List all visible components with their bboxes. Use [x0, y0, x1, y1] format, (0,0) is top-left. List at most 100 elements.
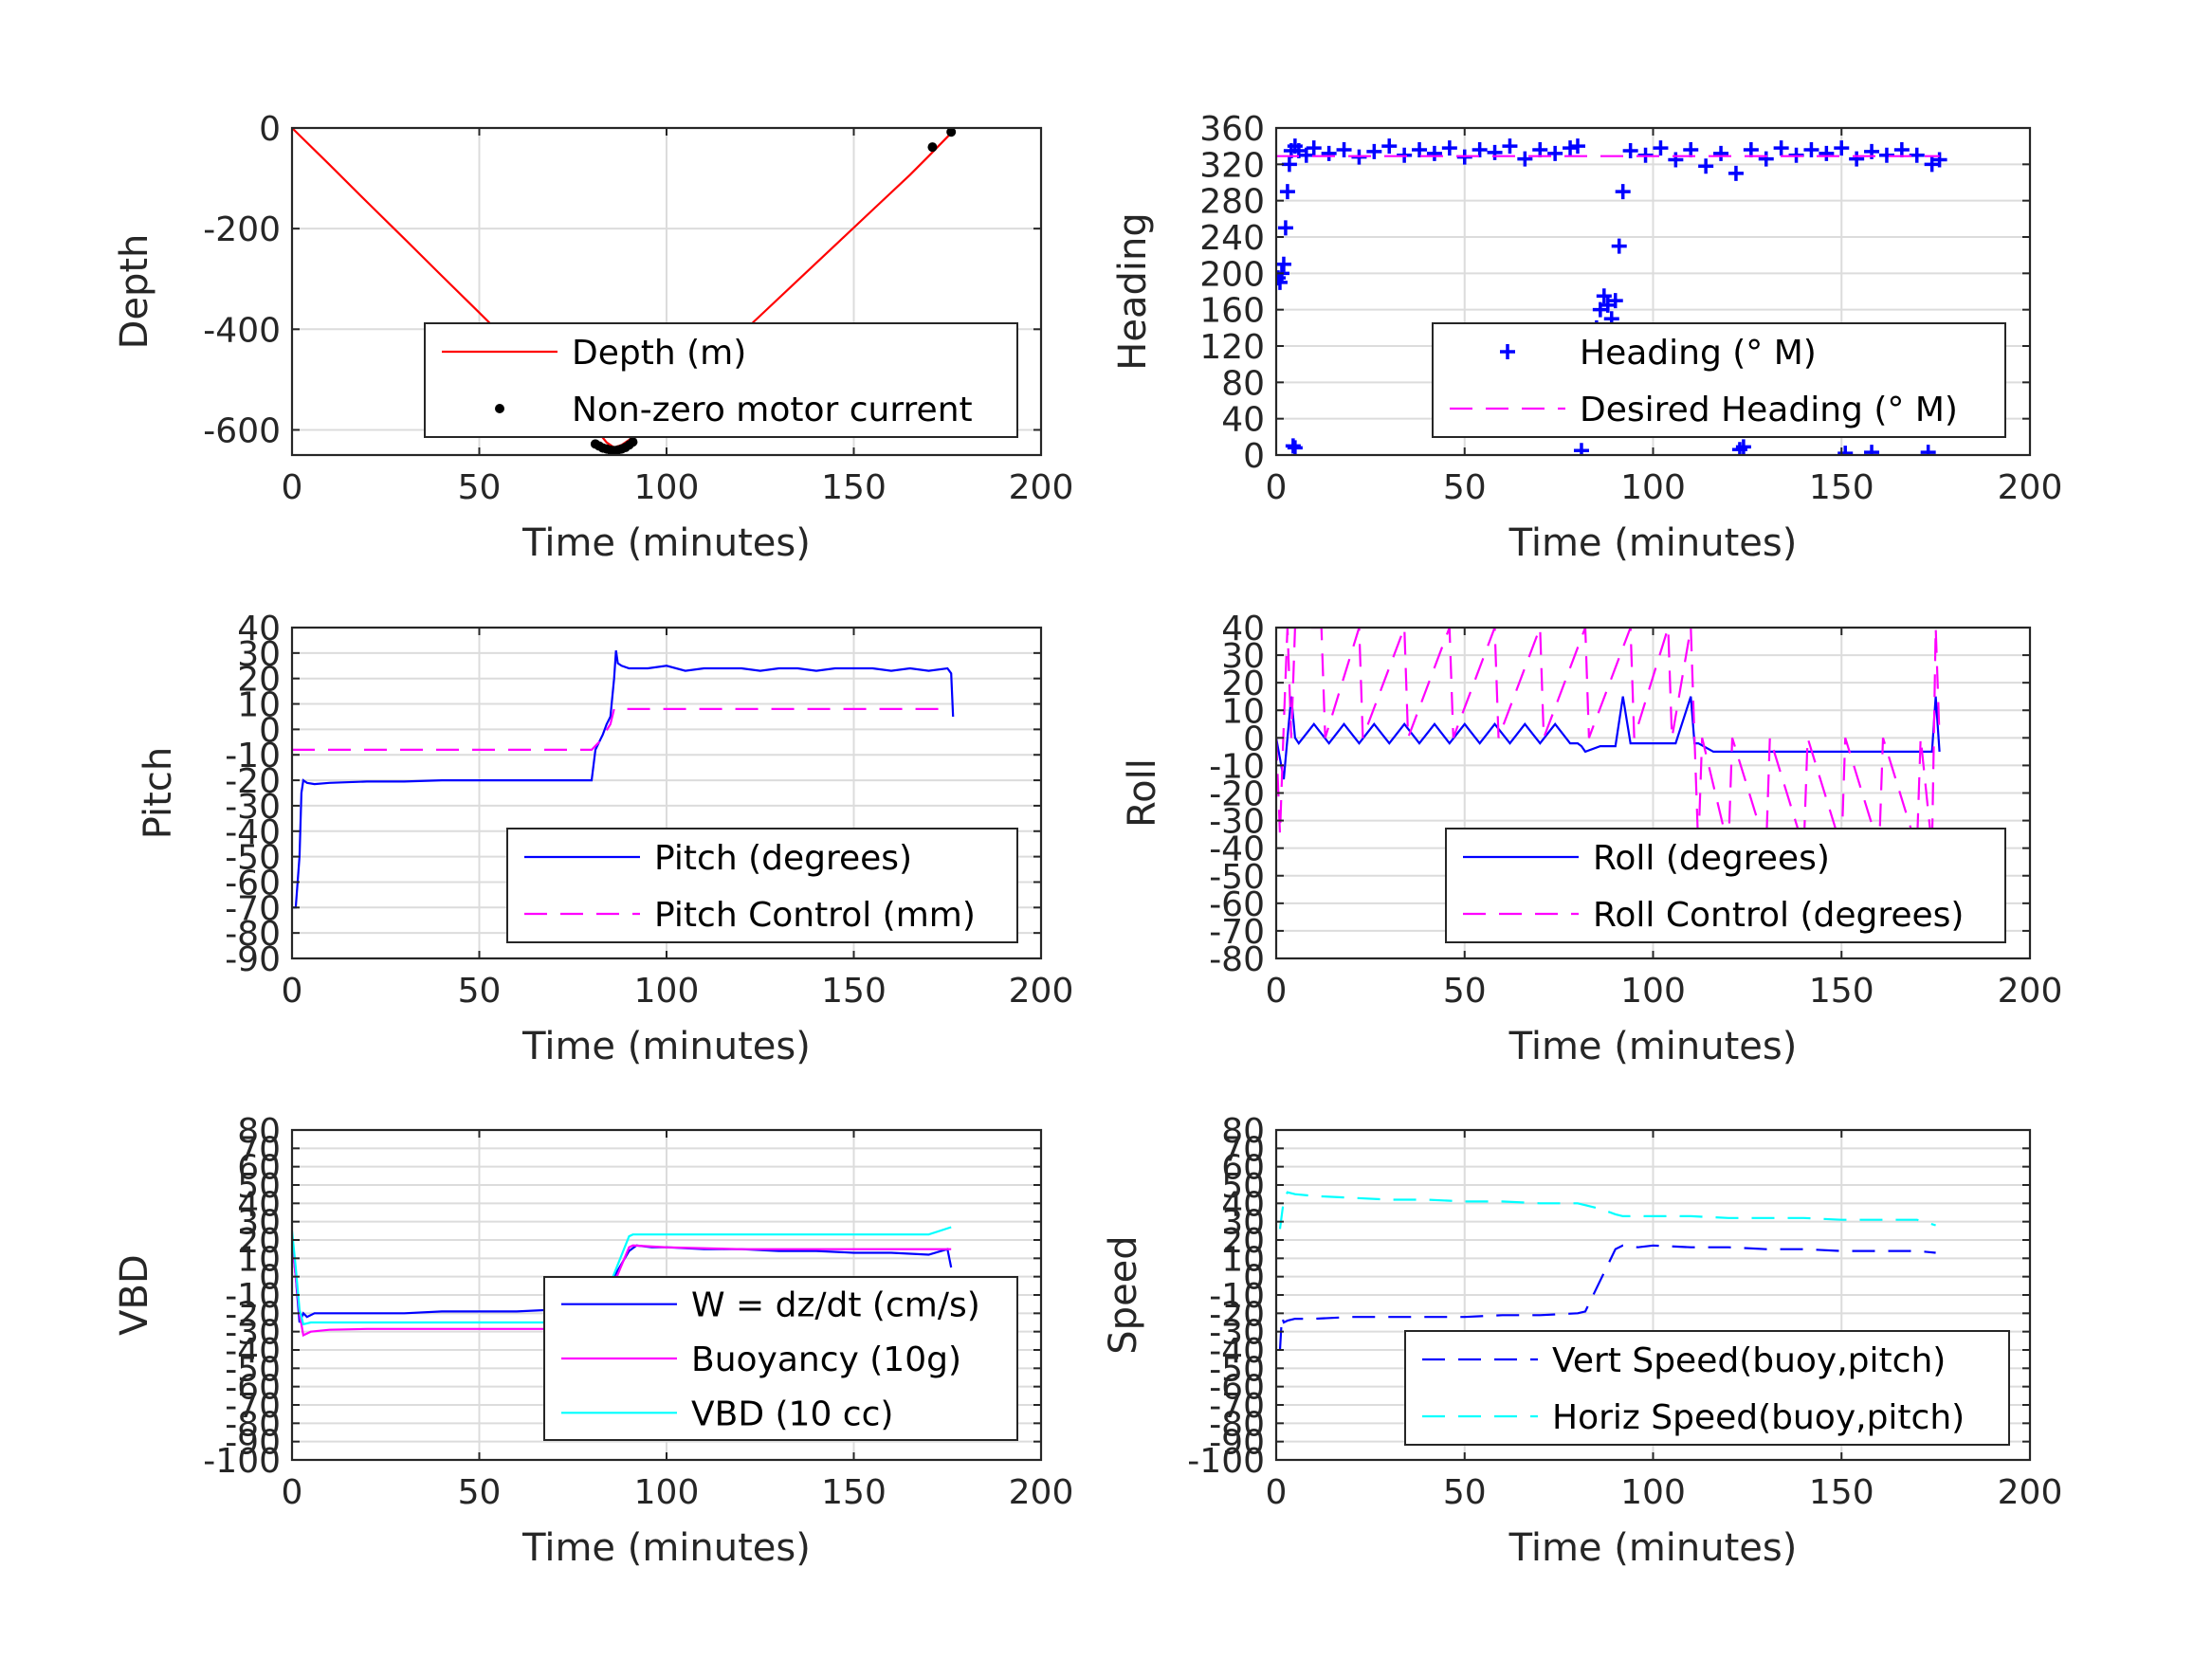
y-tick-label: -30 [225, 1314, 281, 1353]
data-point [1281, 156, 1297, 173]
y-tick-label: -50 [1209, 1350, 1265, 1389]
y-tick-label: 70 [1221, 1130, 1265, 1169]
data-point [1276, 256, 1291, 272]
data-point [1834, 140, 1850, 156]
data-point [1472, 142, 1488, 157]
data-point [946, 128, 957, 137]
x-axis-label: Time (minutes) [521, 521, 811, 565]
y-tick-label: -10 [225, 1277, 281, 1316]
x-tick-label: 0 [1266, 972, 1288, 1011]
x-tick-label: 150 [821, 1473, 887, 1512]
y-tick-label: -80 [225, 1405, 281, 1444]
plot-area [292, 650, 955, 909]
x-tick-label: 150 [1809, 972, 1874, 1011]
y-tick-label: -30 [1209, 1314, 1265, 1353]
x-tick-label: 150 [1809, 1473, 1874, 1512]
series-line-1 [1276, 628, 1941, 849]
data-point [1381, 138, 1398, 155]
y-tick-label: 20 [237, 1222, 281, 1261]
y-tick-label: 0 [259, 711, 281, 750]
y-tick-label: -400 [203, 311, 281, 350]
y-tick-label: -20 [1209, 775, 1265, 814]
data-point [1336, 142, 1352, 157]
y-tick-label: 30 [237, 635, 281, 674]
y-tick-label: -100 [1187, 1442, 1265, 1481]
y-tick-label: 40 [237, 1185, 281, 1224]
y-tick-label: 240 [1199, 219, 1265, 258]
y-tick-label: 40 [1221, 610, 1265, 648]
legend-entry: Roll (degrees) [1593, 839, 1830, 878]
y-tick-label: -10 [1209, 747, 1265, 786]
x-axis-label: Time (minutes) [1508, 1025, 1798, 1068]
subplot-heading: 0 50 100 150 20004080120160200240280320360Ti… [1111, 110, 2062, 565]
x-axis-label: Time (minutes) [1508, 1526, 1798, 1570]
plot-area [1278, 1191, 1936, 1351]
data-point [1849, 151, 1865, 167]
y-tick-label: 30 [1221, 637, 1265, 676]
y-tick-label: -40 [225, 813, 281, 852]
y-tick-label: 60 [237, 1149, 281, 1188]
data-point [1287, 440, 1303, 455]
legend-swatch [1500, 344, 1515, 359]
data-point [1622, 142, 1638, 158]
y-tick-label: 80 [1221, 1112, 1265, 1151]
data-point [1758, 151, 1774, 167]
legend: Heading (° M) Desired Heading (° M) [1432, 322, 2006, 438]
data-point [1909, 147, 1925, 163]
series-line-1 [292, 707, 952, 752]
data-point [1285, 438, 1301, 454]
x-tick-label: 0 [1266, 1473, 1288, 1512]
y-tick-label: 160 [1199, 292, 1265, 331]
data-point [1517, 151, 1533, 167]
data-point [1366, 143, 1382, 159]
x-tick-label: 0 [282, 972, 303, 1011]
y-tick-label: -60 [225, 864, 281, 902]
y-tick-label: 10 [1221, 692, 1265, 731]
y-tick-label: 20 [1221, 1222, 1265, 1261]
x-tick-label: 100 [634, 468, 700, 507]
subplot-roll: 0 50 100 150 200-80-70-60-50-40-30-20-100102… [1121, 610, 2062, 1068]
data-point [1698, 158, 1714, 174]
legend: Pitch (degrees) Pitch Control (mm) [506, 828, 1018, 943]
data-point [1837, 446, 1854, 455]
x-tick-label: 150 [821, 972, 887, 1011]
data-point [1735, 439, 1751, 455]
legend: Depth (m) Non-zero motor current [424, 322, 1018, 438]
y-tick-label: 30 [1221, 1204, 1265, 1243]
y-tick-label: 20 [1221, 665, 1265, 703]
y-tick-label: -600 [203, 411, 281, 450]
data-point [1803, 142, 1819, 157]
x-tick-label: 200 [1998, 468, 2063, 507]
legend: Roll (degrees) Roll Control (degrees) [1445, 828, 2006, 943]
legend-swatch [495, 404, 504, 413]
data-point [1279, 184, 1295, 200]
y-tick-label: -80 [1209, 940, 1265, 979]
series-line-0 [1276, 696, 1941, 780]
data-point [1321, 145, 1337, 161]
x-axis-label: Time (minutes) [1508, 521, 1798, 565]
y-tick-label: 0 [259, 110, 281, 149]
y-tick-label: -90 [1209, 1424, 1265, 1463]
y-tick-label: 40 [237, 610, 281, 648]
legend-entry: Non-zero motor current [572, 391, 973, 429]
data-point [1596, 288, 1612, 304]
y-tick-label: -20 [1209, 1295, 1265, 1334]
y-tick-label: 40 [1221, 401, 1265, 440]
series-line-0 [292, 650, 955, 909]
y-axis-label: VBD [113, 1254, 156, 1336]
data-point [1532, 142, 1548, 157]
data-point [1728, 165, 1744, 181]
y-tick-label: -80 [1209, 1405, 1265, 1444]
data-point [1426, 145, 1442, 161]
data-point [1277, 220, 1293, 236]
x-tick-label: 100 [634, 972, 700, 1011]
plot-area [292, 128, 957, 455]
data-point [1920, 445, 1936, 455]
subplot-pitch: 0 50 100 150 200-90-80-70-60-50-40-30-20-100… [137, 610, 1073, 1068]
y-tick-label: 80 [237, 1112, 281, 1151]
data-point [1306, 140, 1322, 156]
y-tick-label: 0 [1243, 1259, 1265, 1298]
legend-entry: Desired Heading (° M) [1580, 391, 1958, 429]
data-point [1893, 142, 1910, 157]
